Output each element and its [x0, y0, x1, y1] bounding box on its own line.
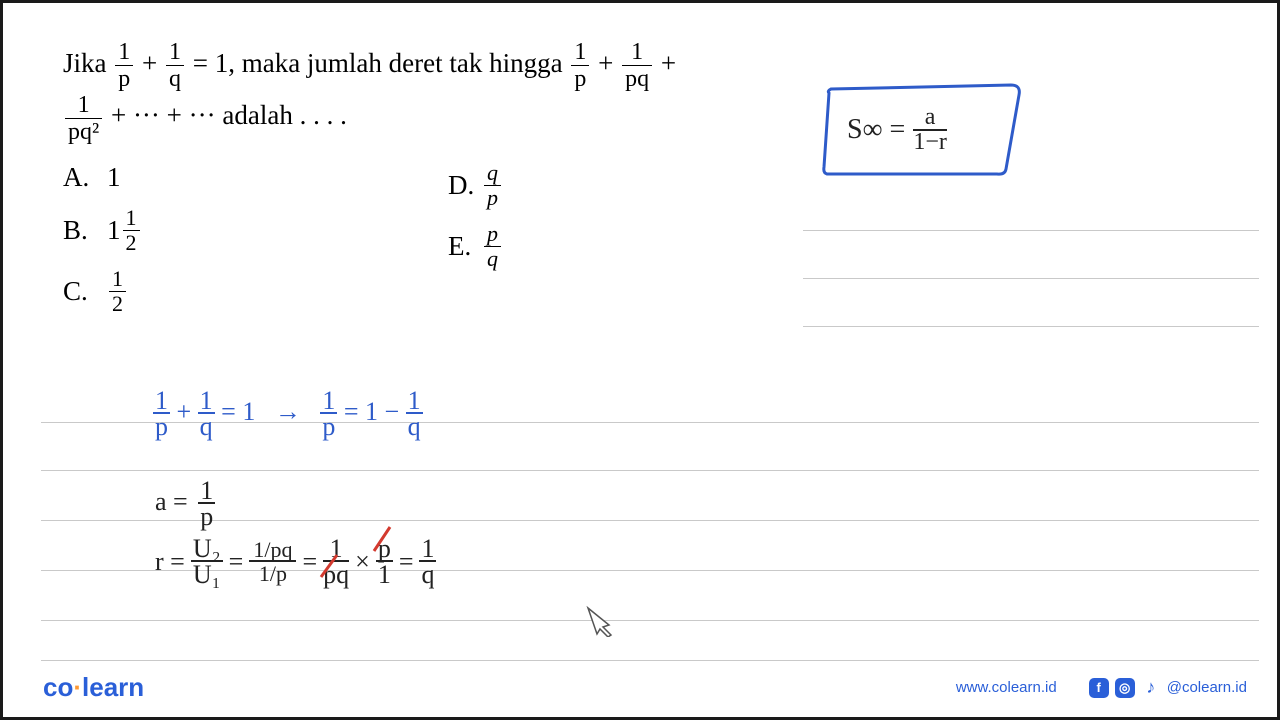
footer: co·learn www.colearn.id f ◎ ♪ @colearn.i…	[3, 672, 1277, 703]
footer-url: www.colearn.id	[956, 679, 1057, 696]
ruled-line	[41, 423, 1259, 471]
frac-1pq2: 1 pq²	[65, 93, 102, 144]
instagram-icon: ◎	[1115, 678, 1135, 698]
ruled-line	[41, 571, 1259, 621]
formula-fraction: a 1−r	[913, 107, 947, 153]
tiktok-icon: ♪	[1141, 678, 1161, 698]
ruled-line	[41, 521, 1259, 571]
ruled-line	[41, 621, 1259, 661]
question-text: Jika 1 p + 1 q = 1, maka jumlah deret ta…	[63, 39, 1237, 144]
opt-e-frac: p q	[484, 223, 501, 270]
formula-content: S∞ = a 1−r	[847, 107, 947, 153]
ruled-line	[41, 375, 1259, 423]
option-column-1: A. 1 B. 1 1 2 C. 1 2	[63, 162, 448, 329]
frac-1pq: 1 pq	[622, 40, 652, 91]
ruled-line	[803, 183, 1259, 231]
ruled-line	[41, 471, 1259, 521]
option-a: A. 1	[63, 162, 448, 193]
q-trail: adalah . . . .	[222, 100, 346, 130]
ruled-line	[803, 279, 1259, 327]
ruled-line	[803, 231, 1259, 279]
brand-logo: co·learn	[43, 672, 144, 703]
q-eq-part: = 1, maka jumlah deret tak hingga	[193, 48, 570, 78]
frac-1q: 1 q	[166, 40, 184, 91]
right-ruled-lines	[803, 183, 1259, 327]
work-ruled-lines	[41, 375, 1259, 661]
option-e: E. p q	[448, 223, 748, 270]
option-b: B. 1 1 2	[63, 207, 448, 254]
option-column-2: D. q p E. p q	[448, 162, 748, 329]
q-prefix: Jika	[63, 48, 113, 78]
frac-1p-2: 1 p	[571, 40, 589, 91]
opt-b-frac: 1 2	[123, 207, 140, 254]
option-d: D. q p	[448, 162, 748, 209]
opt-c-frac: 1 2	[109, 268, 126, 315]
formula-box: S∞ = a 1−r	[821, 81, 1026, 176]
frac-1p: 1 p	[115, 40, 133, 91]
social-icons: f ◎ ♪ @colearn.id	[1089, 678, 1247, 698]
facebook-icon: f	[1089, 678, 1109, 698]
opt-d-frac: q p	[484, 162, 501, 209]
social-handle: @colearn.id	[1167, 679, 1247, 696]
option-c: C. 1 2	[63, 268, 448, 315]
